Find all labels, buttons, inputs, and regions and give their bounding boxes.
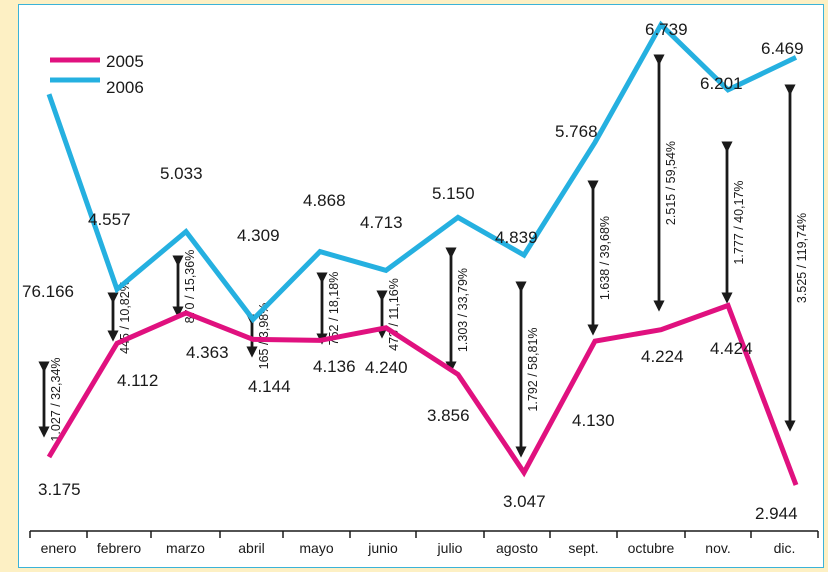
value-label-2005-1: 4.112: [117, 371, 158, 390]
value-label-2006-1: 4.557: [88, 210, 131, 229]
value-label-2006-7: 4.839: [495, 228, 538, 247]
legend-label-2006: 2006: [106, 78, 144, 97]
x-tick-label-6: julio: [437, 540, 463, 556]
difference-label-8: 1.638 / 39,68%: [598, 216, 612, 300]
chart-frame: [18, 4, 824, 568]
value-label-2005-11: 2.944: [755, 504, 798, 523]
series-lines: [46, 20, 799, 486]
series-line-2005: [46, 302, 799, 486]
value-label-2005-10: 4.424: [710, 339, 753, 358]
value-label-2005-4: 4.136: [313, 357, 356, 376]
value-label-2005-0: 3.175: [38, 480, 81, 499]
x-tick-label-3: abril: [238, 540, 264, 556]
value-label-2005-2: 4.363: [186, 343, 229, 362]
difference-label-4: 752 / 18,18%: [327, 272, 341, 346]
value-labels: 3.175 4.112 4.363 4.144 4.136 4.240 3.856 3.047…: [22, 20, 804, 523]
value-label-2006-4: 4.868: [303, 191, 346, 210]
value-label-2005-3: 4.144: [248, 377, 291, 396]
value-label-2005-9: 4.224: [641, 347, 684, 366]
value-label-2006-3: 4.309: [237, 226, 280, 245]
x-tick-label-2: marzo: [166, 540, 205, 556]
x-tick-label-1: febrero: [97, 540, 142, 556]
x-tick-label-5: junio: [367, 540, 398, 556]
value-label-2006-5: 4.713: [360, 213, 403, 232]
value-label-2005-7: 3.047: [503, 492, 546, 511]
difference-label-10: 1.777 / 40,17%: [732, 180, 746, 264]
value-label-2006-10: 6.201: [700, 74, 743, 93]
difference-label-2: 870 / 15,36%: [183, 250, 197, 324]
value-label-2006-0: 76.166: [22, 282, 74, 301]
series-line-2006: [46, 20, 798, 324]
x-tick-label-9: octubre: [628, 540, 675, 556]
value-label-2006-8: 5.768: [555, 122, 598, 141]
difference-label-0: 1.027 / 32,34%: [49, 357, 63, 441]
value-label-2006-6: 5.150: [432, 184, 475, 203]
x-tick-label-11: dic.: [774, 540, 796, 556]
legend: 2005 2006: [50, 52, 144, 97]
value-label-2006-2: 5.033: [160, 164, 203, 183]
x-tick-label-8: sept.: [568, 540, 598, 556]
value-label-2006-11: 6.469: [761, 39, 804, 58]
x-tick-label-4: mayo: [299, 540, 333, 556]
difference-label-1: 445 / 10,82%: [118, 280, 132, 354]
value-label-2005-5: 4.240: [365, 358, 408, 377]
difference-arrows: 1.027 / 32,34% 445 / 10,82% 870 / 15,36% 16…: [38, 54, 809, 458]
difference-label-3: 165 / 3,98%: [257, 303, 271, 370]
x-tick-label-0: enero: [41, 540, 77, 556]
value-label-2006-9: 6.739: [645, 20, 688, 39]
x-axis: enero febrero marzo abril mayo junio julio agos…: [29, 530, 819, 556]
difference-label-11: 3.525 / 119,74%: [795, 213, 809, 303]
difference-label-5: 473 / 11,16%: [387, 278, 401, 351]
difference-label-6: 1.303 / 33,79%: [456, 268, 470, 352]
x-tick-label-10: nov.: [705, 540, 730, 556]
value-label-2005-8: 4.130: [572, 411, 615, 430]
difference-label-9: 2.515 / 59,54%: [664, 141, 678, 225]
value-label-2005-6: 3.856: [427, 406, 470, 425]
x-tick-label-7: agosto: [496, 540, 538, 556]
legend-label-2005: 2005: [106, 52, 144, 71]
difference-label-7: 1.792 / 58,81%: [526, 327, 540, 411]
